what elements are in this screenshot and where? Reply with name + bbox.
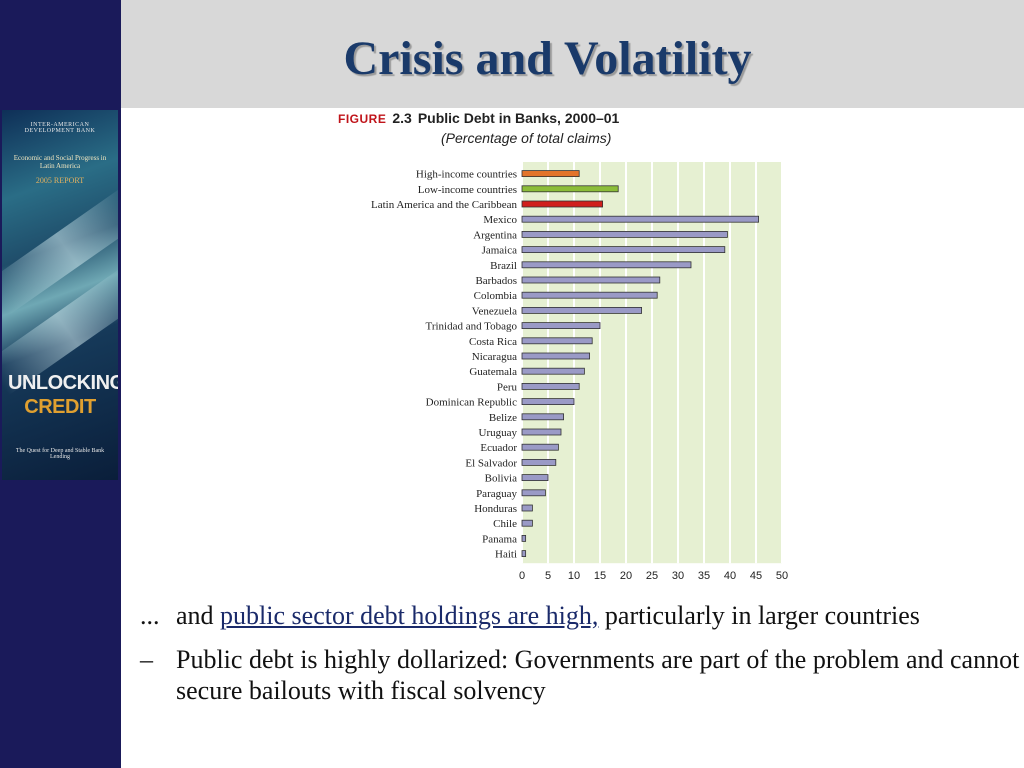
book-cover-image: INTER-AMERICAN DEVELOPMENT BANK Economic… — [2, 110, 118, 480]
cover-title-line2: CREDIT — [24, 396, 96, 418]
bar-chart: High-income countries Low-income countrie… — [371, 162, 788, 582]
figure-title: Public Debt in Banks, 2000–01 — [417, 110, 620, 126]
bar — [521, 322, 601, 330]
title-band — [121, 0, 1024, 108]
x-tick-label: 30 — [672, 570, 684, 582]
bar — [521, 428, 562, 436]
bar — [521, 504, 533, 512]
bar — [521, 382, 580, 390]
x-tick-label: 10 — [568, 570, 580, 582]
bar — [521, 276, 661, 284]
category-label: Latin America and the Caribbean — [371, 199, 517, 211]
category-label: Ecuador — [480, 442, 517, 454]
bullet-list: ... and public sector debt holdings are h… — [140, 600, 1020, 719]
category-label: Venezuela — [472, 305, 517, 317]
bar — [521, 200, 603, 208]
bar — [521, 231, 728, 238]
bar — [521, 458, 557, 466]
bar — [521, 246, 726, 253]
bar — [521, 413, 564, 421]
bar — [521, 489, 546, 497]
bar — [521, 170, 580, 178]
cover-tagline: The Quest for Deep and Stable Bank Lendi… — [15, 448, 105, 460]
category-label: Argentina — [473, 229, 517, 241]
bullet-link[interactable]: public sector debt holdings are high, — [220, 601, 599, 630]
figure-number: 2.3 — [392, 110, 412, 126]
bar — [521, 291, 658, 299]
bullet-text-pre: and — [176, 601, 221, 630]
category-label: El Salvador — [465, 457, 517, 469]
category-label: Uruguay — [479, 427, 518, 439]
bar — [521, 337, 593, 345]
category-label: High-income countries — [416, 169, 517, 181]
x-tick-label: 0 — [519, 570, 525, 582]
x-tick-label: 20 — [620, 570, 632, 582]
bullet-item: – Public debt is highly dollarized: Gover… — [140, 644, 1020, 707]
x-tick-label: 40 — [724, 570, 736, 582]
category-label: Honduras — [474, 503, 517, 515]
category-label: Mexico — [483, 214, 517, 226]
x-tick-label: 35 — [698, 570, 710, 582]
bar — [521, 185, 619, 193]
bullet-marker: ... — [140, 601, 160, 630]
cover-org: INTER-AMERICAN DEVELOPMENT BANK — [24, 122, 96, 134]
bar — [521, 261, 692, 269]
bar — [521, 367, 585, 375]
category-label: Haiti — [495, 549, 517, 561]
category-label: Trinidad and Tobago — [425, 321, 517, 333]
bullet-marker: – — [140, 644, 153, 674]
category-label: Guatemala — [469, 366, 517, 378]
category-label: Belize — [489, 412, 517, 424]
x-tick-label: 5 — [545, 570, 551, 582]
category-label: Nicaragua — [472, 351, 517, 363]
x-tick-label: 45 — [750, 570, 762, 582]
category-label: Colombia — [474, 290, 518, 302]
category-label: Jamaica — [482, 245, 518, 257]
figure-label: FIGURE — [338, 112, 387, 126]
bar — [521, 398, 575, 406]
cover-title-line1: UNLOCKING — [8, 372, 118, 394]
x-tick-label: 25 — [646, 570, 658, 582]
category-label: Brazil — [490, 260, 517, 272]
bar — [521, 474, 549, 482]
category-label: Barbados — [475, 275, 517, 287]
category-label: Low-income countries — [418, 184, 517, 196]
category-label: Chile — [493, 518, 517, 530]
x-tick-label: 15 — [594, 570, 606, 582]
bar — [521, 550, 527, 558]
bar — [521, 519, 533, 527]
figure-subtitle: (Percentage of total claims) — [441, 130, 612, 146]
category-label: Panama — [482, 533, 517, 545]
category-label: Costa Rica — [469, 336, 517, 348]
slide-title: Crisis and Volatility — [343, 32, 752, 85]
cover-report: 2005 REPORT — [35, 176, 85, 185]
bar — [521, 306, 642, 314]
cover-subtitle: Economic and Social Progress in Latin Am… — [13, 154, 107, 171]
bar — [521, 215, 760, 223]
bar — [521, 534, 527, 542]
bullet-item: ... and public sector debt holdings are h… — [140, 600, 1020, 632]
bullet-text: Public debt is highly dollarized: Govern… — [176, 644, 1020, 706]
bar — [521, 443, 559, 451]
category-label: Dominican Republic — [426, 397, 517, 409]
x-tick-label: 50 — [776, 570, 788, 582]
category-label: Bolivia — [485, 473, 518, 485]
category-label: Paraguay — [476, 488, 517, 500]
figure-caption: FIGURE 2.3 Public Debt in Banks, 2000–01 — [338, 110, 619, 126]
category-label: Peru — [497, 381, 518, 393]
bar — [521, 352, 590, 360]
bullet-text-post: particularly in larger countries — [598, 601, 920, 630]
